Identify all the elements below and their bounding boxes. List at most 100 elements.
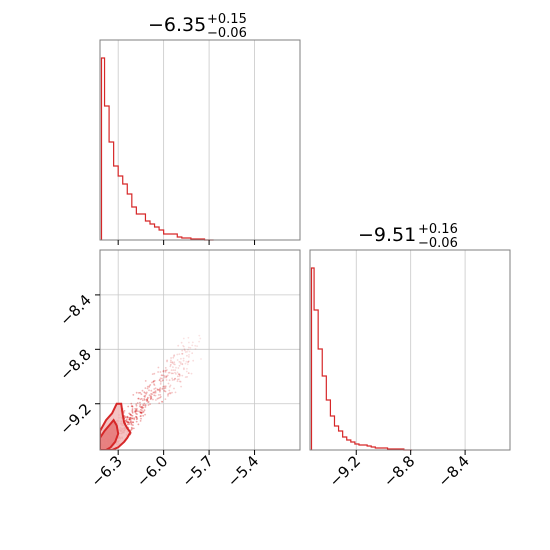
scatter-point: [163, 387, 166, 390]
scatter-point: [132, 424, 134, 426]
scatter-point: [183, 349, 186, 352]
scatter-point: [135, 408, 138, 411]
scatter-point: [156, 388, 159, 391]
scatter-point: [172, 363, 175, 365]
scatter-point: [152, 398, 154, 401]
scatter-point: [146, 397, 149, 400]
scatter-point: [144, 392, 147, 394]
scatter-point: [165, 376, 168, 379]
scatter-point: [142, 399, 144, 402]
scatter-point: [188, 356, 190, 358]
scatter-point: [181, 352, 183, 355]
scatter-point: [140, 417, 142, 420]
scatter-point: [131, 405, 134, 408]
scatter-point: [173, 361, 176, 364]
scatter-point: [137, 397, 140, 400]
scatter-point: [187, 360, 190, 363]
scatter-point: [170, 369, 173, 372]
scatter-point: [139, 415, 142, 418]
scatter-point: [159, 396, 161, 399]
scatter-point: [144, 404, 147, 406]
scatter-panel-2d: −6.3 −6.0 −5.7 −5.4 −8.4 −8.8 −9.2: [56, 249, 301, 491]
scatter-point: [166, 374, 169, 377]
title-param-2: −9.51: [358, 224, 416, 246]
scatter-point: [183, 368, 185, 371]
scatter-point: [147, 396, 149, 399]
scatter-point: [192, 359, 195, 362]
scatter-point: [135, 409, 137, 412]
scatter-point: [131, 405, 134, 408]
scatter-point: [176, 375, 179, 378]
scatter-point: [176, 380, 179, 383]
scatter-point: [187, 361, 189, 364]
scatter-point: [199, 337, 202, 340]
scatter-point: [130, 402, 133, 405]
hist1-frame: [99, 39, 301, 241]
scatter-point: [153, 383, 155, 385]
scatter-point: [141, 406, 144, 409]
scatter-point: [125, 418, 128, 421]
scatter-point: [126, 415, 129, 418]
scatter-point: [152, 380, 155, 382]
scatter-point: [131, 408, 134, 410]
scatter-point: [129, 419, 132, 422]
scatter-point: [184, 362, 187, 365]
scatter-point: [130, 426, 133, 429]
scatter-point: [131, 414, 134, 417]
scatter-point: [139, 411, 142, 413]
scatter-point: [182, 344, 185, 347]
scatter-point: [124, 419, 127, 422]
scatter-point: [181, 363, 184, 366]
hist2-xtick-label-2: −8.4: [434, 452, 472, 490]
scatter-point: [173, 378, 176, 381]
scatter-point: [186, 367, 188, 370]
scatter-point: [151, 373, 154, 375]
scatter-point: [166, 359, 169, 362]
scatter-point: [131, 427, 134, 430]
scatter-point: [135, 415, 137, 418]
scatter-point: [166, 369, 168, 371]
hist2-xtick-label-1: −8.8: [380, 452, 418, 490]
scatter-point: [157, 389, 159, 391]
scatter-point: [132, 394, 135, 396]
scatter-point: [145, 391, 148, 394]
scatter-point: [196, 345, 199, 347]
scatter-point: [178, 361, 181, 363]
scatter-point: [126, 416, 129, 419]
scatter-point: [181, 352, 184, 355]
scatter-point: [178, 373, 181, 375]
scatter-point: [173, 355, 175, 357]
scatter-point: [152, 391, 155, 394]
scatter-point: [143, 398, 146, 400]
scatter-point: [141, 409, 143, 412]
scatter-point: [178, 373, 181, 376]
scatter-point: [150, 397, 153, 399]
scatter-point: [176, 378, 179, 381]
scatter-point: [175, 366, 177, 369]
histogram-panel-param-2: −9.2 −8.8 −8.4: [309, 249, 511, 491]
scatter-point: [184, 351, 187, 353]
hist1-step-line: [100, 57, 214, 241]
scatter-point: [164, 390, 166, 392]
scatter-point: [148, 394, 151, 397]
scatter-point: [162, 370, 165, 373]
scatter-point: [186, 376, 189, 378]
scatter-point: [125, 420, 128, 423]
scatter-point: [158, 388, 161, 390]
scatter-point: [174, 371, 176, 374]
scatter-point: [187, 346, 190, 349]
scatter-point: [182, 357, 185, 360]
scatter-point: [142, 406, 145, 409]
scatter-point: [151, 393, 154, 395]
scatter-point: [159, 394, 162, 396]
scatter-point: [159, 389, 161, 392]
scatter-point: [188, 350, 191, 353]
scatter-point: [143, 395, 146, 398]
scatter-point: [139, 406, 142, 408]
scatter-point: [167, 371, 170, 374]
scatter-point: [157, 366, 160, 369]
scatter-point: [167, 392, 170, 395]
scatter-point: [142, 404, 144, 406]
scatter-point: [148, 385, 151, 387]
scatter-point: [135, 403, 138, 405]
